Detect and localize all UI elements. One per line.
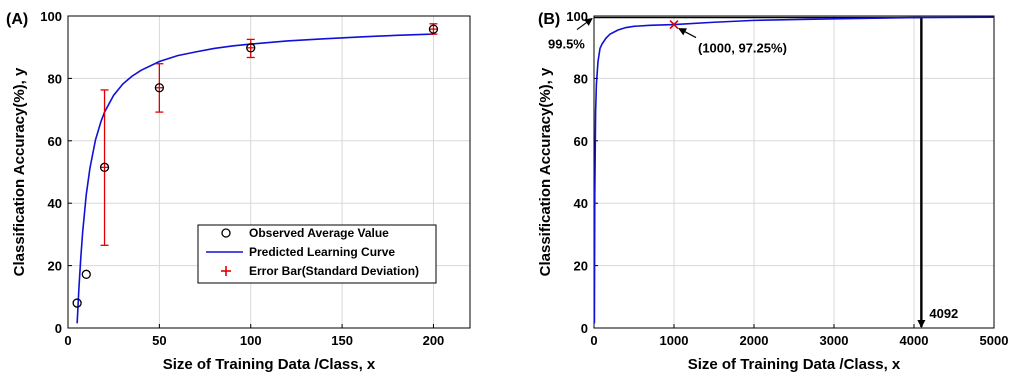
highlight-point-arrow [678,28,697,39]
observed-point [246,43,256,53]
x-tick-label: 50 [152,333,166,348]
reference-x-label: 4092 [929,306,958,321]
legend-entry-error: Error Bar(Standard Deviation) [249,264,419,278]
y-tick-label: 60 [48,134,62,149]
curve-group-b [593,16,995,324]
legend-circle-marker [221,228,231,238]
y-tick-label: 60 [574,134,588,149]
x-tick-label: 3000 [820,333,849,348]
x-tick-label: 5000 [980,333,1009,348]
ticks-b: 0 1000 2000 3000 4000 5000 0 20 40 60 80 100 [566,9,1008,348]
y-tick-label: 40 [48,196,62,211]
y-axis-label-a: Classification Accuracy(%), y [11,67,28,276]
y-tick-label: 20 [574,259,588,274]
x-axis-label-a: Size of Training Data /Class, x [163,356,376,373]
legend-plus-marker [221,266,231,276]
y-tick-label: 100 [40,9,62,24]
highlight-point-marker [669,20,679,30]
ticks-a: 0 50 100 150 200 0 20 40 60 80 100 [40,9,444,348]
x-axis-label-b: Size of Training Data /Class, x [688,356,901,373]
y-tick-label: 80 [574,71,588,86]
y-tick-label: 20 [48,259,62,274]
reference-lines-b [594,16,926,328]
error-bar [246,38,255,59]
x-tick-label: 100 [240,333,262,348]
x-tick-label: 2000 [740,333,769,348]
chart-panel-b: (B) 0 1000 2000 3000 4000 5000 0 20 40 60 80 100 99… [537,9,1008,373]
panel-label-a: (A) [6,11,28,28]
legend-a: Observed Average Value Predicted Learnin… [197,224,437,284]
x-tick-label: 4000 [900,333,929,348]
panel-label-b: (B) [538,11,560,28]
x-tick-label: 200 [423,333,445,348]
x-tick-label: 0 [64,333,71,348]
annotations-b: 99.5% 4092 (1000, 97.25%) [548,17,958,321]
legend-box [197,224,437,284]
observed-point [72,298,82,308]
x-tick-label: 1000 [660,333,689,348]
error-bar [100,89,109,246]
chart-panel-a: (A) 0 50 100 150 200 0 20 40 60 80 100 Size of Tra… [6,9,471,373]
x-tick-label: 0 [590,333,597,348]
y-tick-label: 80 [48,71,62,86]
plot-frame-a [67,15,471,329]
legend-entry-predicted: Predicted Learning Curve [249,245,395,259]
reference-y-label: 99.5% [548,37,585,52]
grid-b [593,15,995,329]
y-tick-label: 0 [55,321,62,336]
highlight-point-label: (1000, 97.25%) [698,41,787,56]
observed-point [154,83,165,93]
y-tick-label: 40 [574,196,588,211]
error-bar [155,63,164,113]
reference-y-arrow [576,17,593,31]
y-tick-label: 100 [566,9,588,24]
plot-frame-b [593,15,995,329]
observed-point [81,269,91,279]
observed-point [428,24,439,34]
legend-entry-observed: Observed Average Value [249,226,389,240]
x-tick-label: 150 [331,333,353,348]
accuracy-curve [593,16,995,324]
y-axis-label-b: Classification Accuracy(%), y [537,67,554,276]
observed-point [99,162,110,172]
y-tick-label: 0 [581,321,588,336]
predicted-learning-curve [76,33,434,324]
error-bars-a [100,23,438,246]
curve-group-a [76,33,434,324]
observed-points-a [72,24,439,308]
